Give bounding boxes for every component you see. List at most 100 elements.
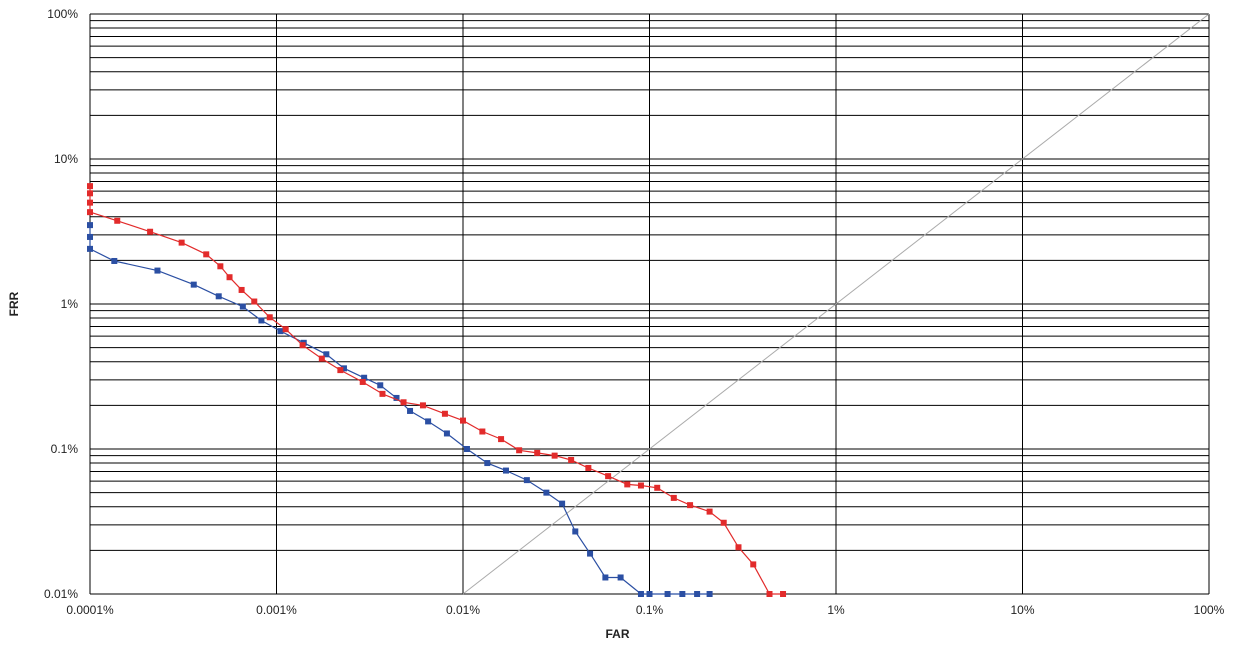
- series-2-point: [498, 436, 505, 443]
- series-1-point: [617, 574, 624, 581]
- series-1-point: [407, 407, 414, 414]
- series-2-group: [87, 183, 787, 597]
- series-2-point: [441, 410, 448, 417]
- series-2-point: [379, 390, 386, 397]
- series-1-line: [89, 225, 710, 595]
- y-axis-title: FRR: [7, 291, 21, 316]
- series-1-point: [361, 374, 368, 381]
- series-1-point: [646, 591, 653, 597]
- series-2-point: [87, 190, 93, 197]
- series-1-point: [587, 550, 594, 557]
- series-2-point: [551, 452, 558, 459]
- x-tick-label: 0.1%: [636, 603, 664, 617]
- series-1-point: [572, 528, 579, 535]
- series-1-point: [215, 293, 222, 300]
- series-1-point: [559, 500, 566, 507]
- series-2-point: [720, 519, 727, 526]
- series-2-point: [251, 298, 258, 305]
- series-2-point: [217, 263, 224, 270]
- series-2-point: [534, 449, 541, 456]
- x-tick-label: 0.01%: [446, 603, 480, 617]
- series-2-point: [400, 399, 407, 406]
- series-2-point: [706, 508, 713, 515]
- series-2-point: [299, 342, 306, 349]
- series-1-point: [706, 591, 713, 597]
- y-tick-label: 0.01%: [44, 587, 78, 601]
- series-2-point: [780, 591, 787, 597]
- series-1-point: [154, 267, 161, 274]
- series-1-point: [602, 574, 609, 581]
- x-tick-label: 100%: [1194, 603, 1225, 617]
- series-1-point: [277, 328, 284, 335]
- series-1-point: [443, 430, 450, 437]
- series-2-point: [516, 447, 523, 454]
- series-2-point: [318, 355, 325, 362]
- x-tick-label: 10%: [1010, 603, 1034, 617]
- x-tick-label: 0.001%: [256, 603, 297, 617]
- series-2-point: [87, 199, 93, 206]
- series-1-point: [543, 489, 550, 496]
- x-tick-label: 1%: [827, 603, 845, 617]
- series-1-point: [694, 591, 701, 597]
- series-1-point: [87, 245, 93, 252]
- series-1-point: [664, 591, 671, 597]
- series-2-point: [114, 217, 121, 224]
- series-1-point: [190, 281, 197, 288]
- series-2-point: [766, 591, 773, 597]
- series-2-point: [419, 402, 426, 409]
- reference-line-layer: [462, 13, 1210, 595]
- series-2-point: [460, 417, 466, 424]
- y-tick-label: 10%: [54, 152, 78, 166]
- series-1-point: [340, 365, 347, 372]
- x-axis-title: FAR: [606, 627, 630, 641]
- series-2-point: [266, 314, 273, 321]
- series-1-point: [523, 477, 530, 484]
- series-1-point: [502, 467, 509, 474]
- y-tick-label: 0.1%: [51, 442, 79, 456]
- series-1-point: [425, 418, 432, 425]
- tick-label-layer: 0.0001% 0.001% 0.01% 0.1% 1% 10% 100% 0.01% 0.1%…: [44, 7, 1225, 617]
- series-1-point: [377, 382, 384, 389]
- series-2-point: [337, 367, 344, 374]
- series-2-point: [87, 183, 93, 190]
- series-2-point: [568, 456, 575, 463]
- series-1-point: [393, 394, 400, 401]
- series-2-point: [654, 484, 661, 491]
- series-2-point: [585, 464, 592, 471]
- series-layer: [87, 183, 787, 597]
- series-2-point: [750, 561, 757, 568]
- series-2-point: [226, 274, 233, 281]
- series-1-point: [239, 303, 246, 310]
- series-2-point: [479, 428, 486, 435]
- series-2-point: [87, 209, 93, 216]
- series-1-point: [258, 317, 265, 324]
- series-2-point: [605, 473, 612, 480]
- series-2-point: [637, 482, 644, 489]
- series-1-point: [87, 233, 93, 240]
- series-2-point: [178, 239, 185, 246]
- series-2-point: [687, 502, 694, 509]
- series-1-point: [87, 222, 93, 229]
- series-2-point: [282, 326, 289, 333]
- series-1-point: [111, 257, 118, 264]
- series-2-point: [670, 494, 677, 501]
- series-2-point: [624, 481, 631, 488]
- y-tick-label: 1%: [61, 297, 79, 311]
- series-1-point: [484, 460, 491, 467]
- series-1-point: [637, 591, 644, 597]
- series-2-point: [147, 228, 154, 235]
- series-1-point: [463, 446, 470, 452]
- series-1-point: [323, 351, 330, 358]
- series-1-group: [87, 222, 713, 597]
- grid-layer: [89, 13, 1210, 595]
- series-2-point: [359, 378, 366, 385]
- y-tick-label: 100%: [47, 7, 78, 21]
- series-2-point: [238, 286, 245, 293]
- series-1-point: [679, 591, 686, 597]
- series-2-line: [89, 186, 783, 595]
- series-2-point: [735, 544, 742, 551]
- x-tick-label: 0.0001%: [66, 603, 114, 617]
- series-2-point: [203, 251, 210, 258]
